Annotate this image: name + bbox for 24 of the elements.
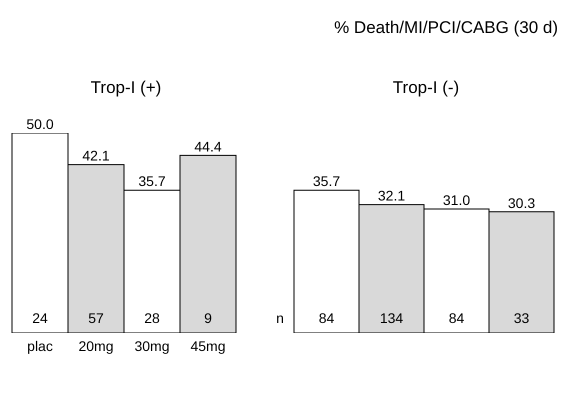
x-tick-label: 20mg: [78, 338, 114, 354]
annotation: 84: [448, 310, 464, 326]
data-label: 35.7: [138, 173, 166, 190]
annotation: 33: [514, 310, 530, 326]
chart-title: % Death/MI/PCI/CABG (30 d): [334, 18, 558, 38]
annotation: 57: [88, 310, 104, 326]
annotation: 134: [380, 310, 404, 326]
data-label: 35.7: [312, 173, 340, 190]
data-label: 32.1: [378, 188, 406, 204]
annotation: 9: [204, 310, 212, 326]
data-label: 31.0: [442, 192, 470, 208]
data-label: 44.4: [194, 138, 222, 154]
data-label: 50.0: [26, 116, 54, 132]
annotation: 84: [318, 310, 334, 326]
x-tick-label: 45mg: [190, 338, 226, 354]
annotation: 28: [144, 310, 160, 326]
y-axis-title: n: [276, 310, 284, 326]
x-tick-label: plac: [27, 338, 53, 354]
chart-subtitle: Trop-I (-): [392, 78, 460, 98]
annotation: 24: [32, 310, 48, 326]
data-label: 30.3: [508, 194, 536, 211]
x-tick-label: 30mg: [134, 338, 170, 354]
data-label: 42.1: [82, 148, 110, 164]
chart-subtitle: Trop-I (+): [90, 78, 162, 98]
